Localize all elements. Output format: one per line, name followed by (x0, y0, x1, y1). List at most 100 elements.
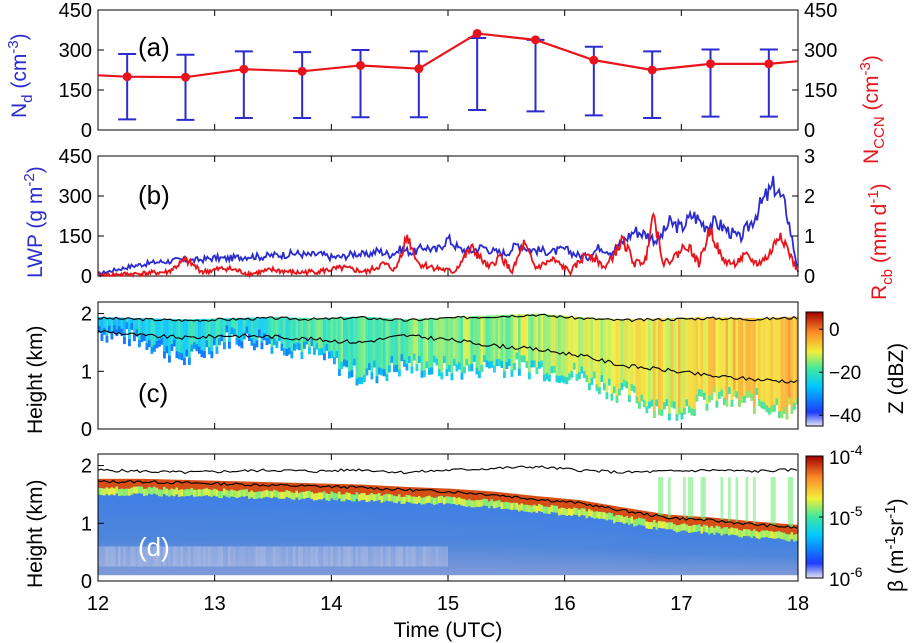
lidar-attenuation (510, 503, 514, 510)
lidar-clear-band (320, 546, 324, 567)
lidar-cloud-base (335, 483, 339, 494)
lidar-clear-band (133, 546, 136, 567)
lidar-cloud-base (253, 481, 256, 493)
lidar-column (360, 488, 364, 576)
lidar-attenuation (620, 515, 624, 523)
radar-column (438, 317, 441, 377)
lidar-cloud-base (458, 489, 461, 498)
lidar-attenuation (318, 492, 321, 500)
radar-column (520, 314, 524, 363)
radar-column-fringe (178, 352, 181, 360)
lidar-cloud-base (195, 480, 199, 490)
panel-c-label: (c) (138, 378, 168, 408)
lidar-column (270, 486, 274, 576)
lidar-cloud-base (228, 481, 231, 491)
lidar-clear-band (250, 546, 254, 567)
lidar-attenuation (635, 518, 639, 526)
radar-column (173, 318, 176, 347)
radar-column-fringe (358, 376, 361, 384)
radar-column-fringe (503, 371, 506, 379)
lidar-cloud-base (143, 478, 146, 489)
lidar-cloud-base (735, 519, 739, 529)
radar-column-fringe (170, 343, 174, 351)
lidar-column (705, 521, 709, 576)
radar-column (665, 318, 669, 407)
radar-column-fringe (218, 338, 221, 346)
radar-column (478, 315, 481, 379)
lidar-column (213, 484, 216, 576)
lidar-column (650, 516, 654, 576)
radar-column-fringe (420, 370, 424, 378)
lidar-clear-band (343, 546, 346, 567)
lidar-column (278, 486, 281, 576)
lidar-cloud-base (113, 478, 116, 489)
radar-column (135, 317, 139, 337)
lidar-column (383, 489, 386, 576)
lidar-clear-band (308, 546, 311, 567)
lidar-attenuation (645, 521, 649, 529)
lidar-attenuation (180, 489, 184, 497)
lidar-clear-band (113, 546, 116, 567)
radar-column (685, 317, 689, 407)
lidar-cloud-base (493, 491, 496, 502)
lidar-attenuation (285, 490, 289, 498)
lidar-precip-streak (773, 477, 776, 526)
lidar-attenuation (605, 513, 609, 521)
lidar-clear-band (238, 546, 241, 567)
panel-d-tick-label: 2 (81, 456, 92, 478)
lidar-clear-band (395, 546, 399, 567)
radar-column (640, 318, 644, 402)
lidar-clear-band (103, 546, 106, 567)
lidar-cloud-base (420, 487, 424, 498)
lidar-attenuation (280, 491, 284, 499)
lidar-clear-band (145, 546, 149, 567)
lidar-clear-band (165, 546, 169, 567)
radar-column (295, 317, 299, 350)
lidar-column (145, 482, 149, 576)
lidar-clear-band (380, 546, 384, 567)
lidar-cloud-base (475, 490, 479, 500)
panel-c-colorbar (805, 311, 824, 427)
lidar-clear-band (118, 546, 121, 567)
panel-b-left-tick-label: 300 (59, 186, 92, 208)
radar-column-fringe (318, 348, 321, 356)
lidar-attenuation (625, 515, 629, 523)
lidar-column (695, 520, 699, 576)
radar-column (583, 317, 586, 378)
radar-column (703, 317, 706, 400)
radar-column (245, 317, 249, 334)
radar-column-fringe (258, 329, 261, 337)
lidar-clear-band (203, 546, 206, 567)
lidar-cloud-base (400, 486, 404, 498)
lidar-column (173, 483, 176, 576)
radar-column-fringe (735, 391, 739, 399)
radar-column-fringe (293, 343, 296, 351)
cloud-base-line (97, 479, 798, 529)
lidar-attenuation (108, 488, 111, 496)
lidar-clear-band (270, 546, 274, 567)
lidar-column (498, 496, 501, 576)
lidar-column (495, 495, 499, 576)
radar-column-fringe (658, 408, 661, 416)
panel-c-radar-field (98, 313, 799, 421)
lidar-attenuation (570, 509, 574, 516)
lidar-attenuation (775, 531, 779, 539)
radar-column (453, 316, 456, 366)
lidar-attenuation (373, 494, 376, 502)
radar-column (490, 315, 494, 368)
lidar-column (103, 482, 106, 576)
panel-c: (c) 012 Height (km) 0−20−40 Z (dBZ) (24, 301, 908, 441)
radar-column-fringe (150, 346, 154, 354)
radar-column (260, 317, 264, 350)
lidar-attenuation (470, 500, 474, 508)
radar-column (308, 317, 311, 355)
lidar-column (420, 491, 424, 576)
lidar-column (460, 493, 464, 576)
panel-a-left-tick-label: 0 (81, 120, 92, 142)
lidar-clear-band (160, 546, 164, 567)
radar-column-fringe (758, 399, 761, 407)
lidar-clear-band (273, 546, 276, 567)
radar-column-fringe (290, 351, 294, 359)
lidar-attenuation (685, 524, 689, 532)
lidar-column (180, 483, 184, 576)
